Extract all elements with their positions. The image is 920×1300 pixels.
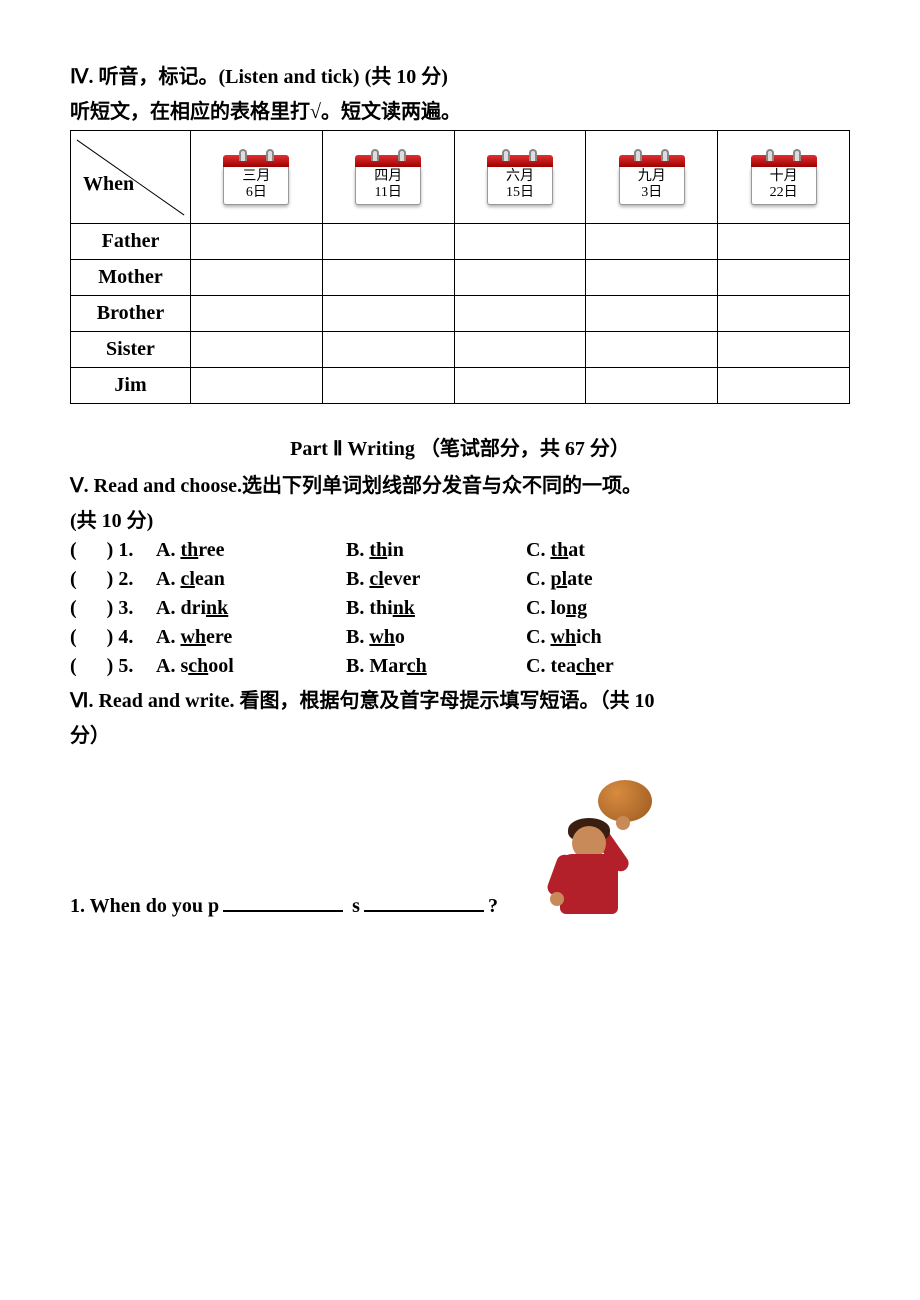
choice-question-row: ( ) 4.A. whereB. whoC. which xyxy=(70,626,850,649)
answer-paren[interactable]: ( ) 4. xyxy=(70,626,156,649)
table-row: Brother xyxy=(71,296,850,332)
date-header: 四月 11日 xyxy=(322,131,454,224)
table-header-row: When 三月 6日 四月 11日 xyxy=(71,131,850,224)
answer-paren[interactable]: ( ) 5. xyxy=(70,655,156,678)
section6-heading-cont: 分） xyxy=(70,719,850,748)
part2-title: Part Ⅱ Writing （笔试部分，共 67 分） xyxy=(70,432,850,461)
table-row: Sister xyxy=(71,332,850,368)
answer-paren[interactable]: ( ) 3. xyxy=(70,597,156,620)
blank-field[interactable] xyxy=(364,892,484,912)
section5-points: (共 10 分) xyxy=(70,504,850,533)
choice-question-row: ( ) 5.A. schoolB. MarchC. teacher xyxy=(70,655,850,678)
table-row: Jim xyxy=(71,368,850,404)
option-b: B. who xyxy=(346,626,526,649)
row-label: Mother xyxy=(71,260,191,296)
option-a: A. clean xyxy=(156,568,346,591)
option-c: C. which xyxy=(526,626,696,649)
listen-tick-table: When 三月 6日 四月 11日 xyxy=(70,130,850,404)
section4-sub: 听短文，在相应的表格里打√。短文读两遍。 xyxy=(70,95,850,124)
date-header: 三月 6日 xyxy=(191,131,323,224)
question-1-row: 1. When do you p s? xyxy=(70,788,850,918)
option-c: C. teacher xyxy=(526,655,696,678)
calendar-icon: 三月 6日 xyxy=(223,149,289,205)
option-b: B. think xyxy=(346,597,526,620)
option-a: A. where xyxy=(156,626,346,649)
option-c: C. plate xyxy=(526,568,696,591)
when-label: When xyxy=(83,173,134,196)
choice-question-row: ( ) 3.A. drinkB. thinkC. long xyxy=(70,597,850,620)
option-b: B. clever xyxy=(346,568,526,591)
section4-heading: Ⅳ. 听音，标记。(Listen and tick) (共 10 分) xyxy=(70,60,850,89)
table-row: Father xyxy=(71,224,850,260)
calendar-icon: 六月 15日 xyxy=(487,149,553,205)
choice-question-row: ( ) 2.A. cleanB. cleverC. plate xyxy=(70,568,850,591)
calendar-icon: 九月 3日 xyxy=(619,149,685,205)
option-a: A. three xyxy=(156,539,346,562)
basketball-boy-icon xyxy=(538,788,658,918)
row-label: Brother xyxy=(71,296,191,332)
option-c: C. long xyxy=(526,597,696,620)
calendar-icon: 十月 22日 xyxy=(751,149,817,205)
calendar-icon: 四月 11日 xyxy=(355,149,421,205)
date-header: 六月 15日 xyxy=(454,131,586,224)
option-a: A. drink xyxy=(156,597,346,620)
row-label: Sister xyxy=(71,332,191,368)
choice-question-row: ( ) 1.A. threeB. thinC. that xyxy=(70,539,850,562)
option-a: A. school xyxy=(156,655,346,678)
option-c: C. that xyxy=(526,539,696,562)
question-1-text: 1. When do you p s? xyxy=(70,892,498,918)
option-b: B. March xyxy=(346,655,526,678)
date-header: 九月 3日 xyxy=(586,131,718,224)
date-header: 十月 22日 xyxy=(718,131,850,224)
section6-heading: Ⅵ. Read and write. 看图，根据句意及首字母提示填写短语。（共 … xyxy=(70,684,850,713)
answer-paren[interactable]: ( ) 2. xyxy=(70,568,156,591)
table-row: Mother xyxy=(71,260,850,296)
section5-heading: Ⅴ. Read and choose.选出下列单词划线部分发音与众不同的一项。 xyxy=(70,469,850,498)
option-b: B. thin xyxy=(346,539,526,562)
row-label: Jim xyxy=(71,368,191,404)
blank-field[interactable] xyxy=(223,892,343,912)
answer-paren[interactable]: ( ) 1. xyxy=(70,539,156,562)
row-label: Father xyxy=(71,224,191,260)
diagonal-header-cell: When xyxy=(75,137,186,217)
